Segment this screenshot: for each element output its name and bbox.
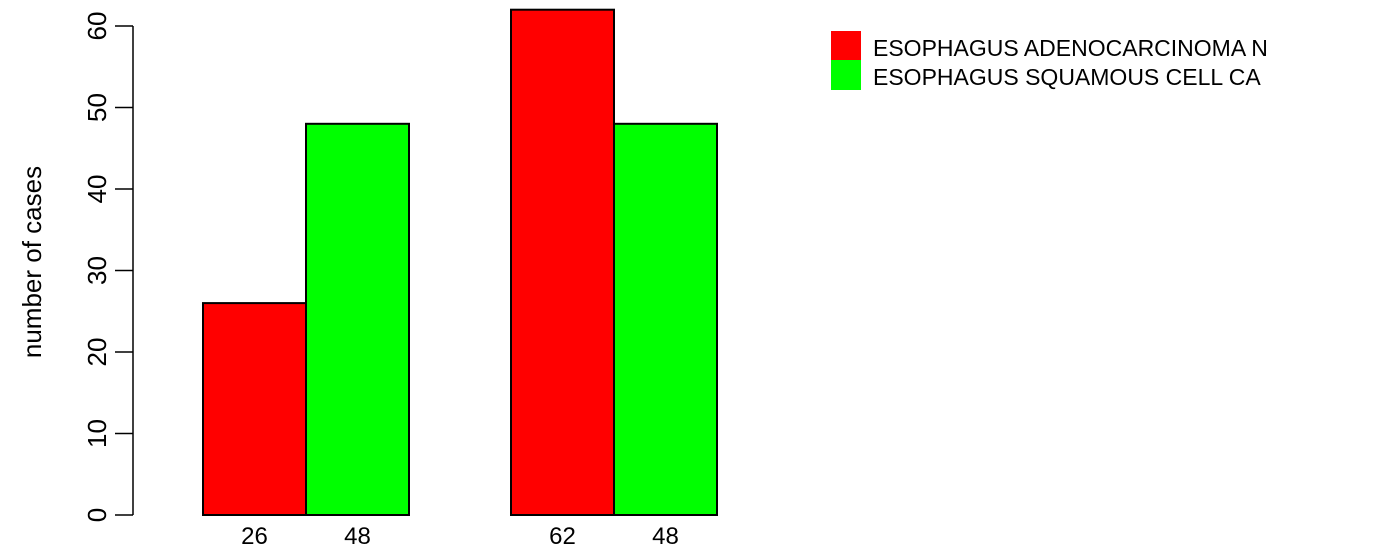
- y-axis-label: number of cases: [17, 166, 47, 358]
- legend-label: ESOPHAGUS ADENOCARCINOMA N: [873, 35, 1268, 61]
- y-tick-label: 30: [82, 256, 112, 285]
- bar: [305, 122, 410, 517]
- bar: [510, 8, 615, 516]
- bar-value-label: 48: [344, 523, 371, 545]
- y-tick-label: 10: [82, 419, 112, 448]
- bar-value-label: 26: [241, 523, 268, 545]
- legend-label: ESOPHAGUS SQUAMOUS CELL CA: [873, 64, 1261, 90]
- bar: [202, 302, 307, 516]
- y-tick-label: 60: [82, 12, 112, 41]
- bars: [202, 8, 718, 517]
- y-tick-label: 20: [82, 338, 112, 367]
- y-axis: 0 10 20 30 40 50 60: [82, 12, 134, 522]
- bar-value-label: 48: [652, 523, 679, 545]
- y-tick-label: 50: [82, 93, 112, 122]
- legend: ESOPHAGUS ADENOCARCINOMA N ESOPHAGUS SQUA…: [831, 31, 1268, 90]
- bar-value-labels: 26 48 62 48: [241, 523, 679, 545]
- bar: [613, 122, 718, 517]
- y-tick-label: 40: [82, 175, 112, 204]
- y-tick-label: 0: [82, 508, 112, 522]
- legend-swatch: [831, 31, 861, 61]
- bar-value-label: 62: [549, 523, 576, 545]
- legend-swatch: [831, 60, 861, 90]
